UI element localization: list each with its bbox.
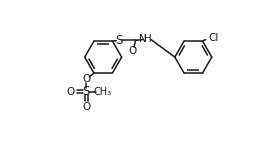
Text: N: N xyxy=(139,34,147,44)
Text: Cl: Cl xyxy=(208,33,219,43)
Text: O: O xyxy=(82,74,90,84)
Text: O: O xyxy=(128,46,136,56)
Text: S: S xyxy=(115,34,122,47)
Text: CH₃: CH₃ xyxy=(93,87,111,97)
Text: O: O xyxy=(82,102,90,112)
Text: H: H xyxy=(144,34,152,44)
Text: O: O xyxy=(66,87,74,97)
Text: S: S xyxy=(83,85,90,98)
